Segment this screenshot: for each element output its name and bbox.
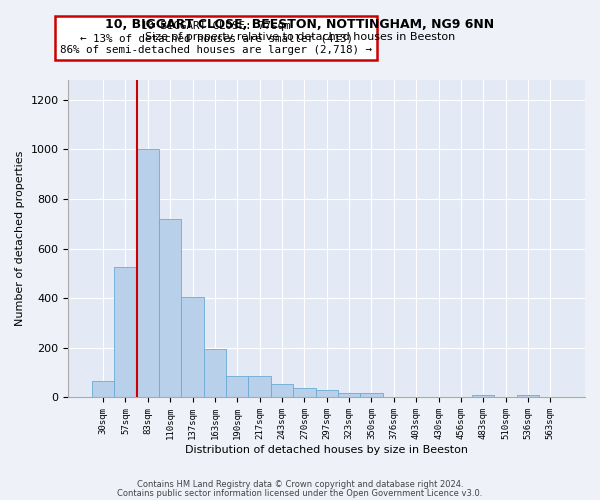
Text: 10, BIGGART CLOSE, BEESTON, NOTTINGHAM, NG9 6NN: 10, BIGGART CLOSE, BEESTON, NOTTINGHAM, … [106,18,494,30]
Text: Contains public sector information licensed under the Open Government Licence v3: Contains public sector information licen… [118,488,482,498]
X-axis label: Distribution of detached houses by size in Beeston: Distribution of detached houses by size … [185,445,468,455]
Bar [338,392,360,398]
Text: Size of property relative to detached houses in Beeston: Size of property relative to detached ho… [145,32,455,42]
Bar [360,392,383,398]
Bar [293,388,316,398]
Bar [137,150,159,398]
Bar [271,384,293,398]
Bar [92,382,114,398]
Bar [114,268,137,398]
Bar [181,297,204,398]
Bar [204,349,226,398]
Y-axis label: Number of detached properties: Number of detached properties [15,151,25,326]
Bar [248,376,271,398]
Bar [316,390,338,398]
Bar [472,395,494,398]
Bar [517,395,539,398]
Text: 10 BIGGART CLOSE: 77sqm
← 13% of detached houses are smaller (413)
86% of semi-d: 10 BIGGART CLOSE: 77sqm ← 13% of detache… [60,22,372,54]
Bar [159,219,181,398]
Bar [226,376,248,398]
Text: Contains HM Land Registry data © Crown copyright and database right 2024.: Contains HM Land Registry data © Crown c… [137,480,463,489]
